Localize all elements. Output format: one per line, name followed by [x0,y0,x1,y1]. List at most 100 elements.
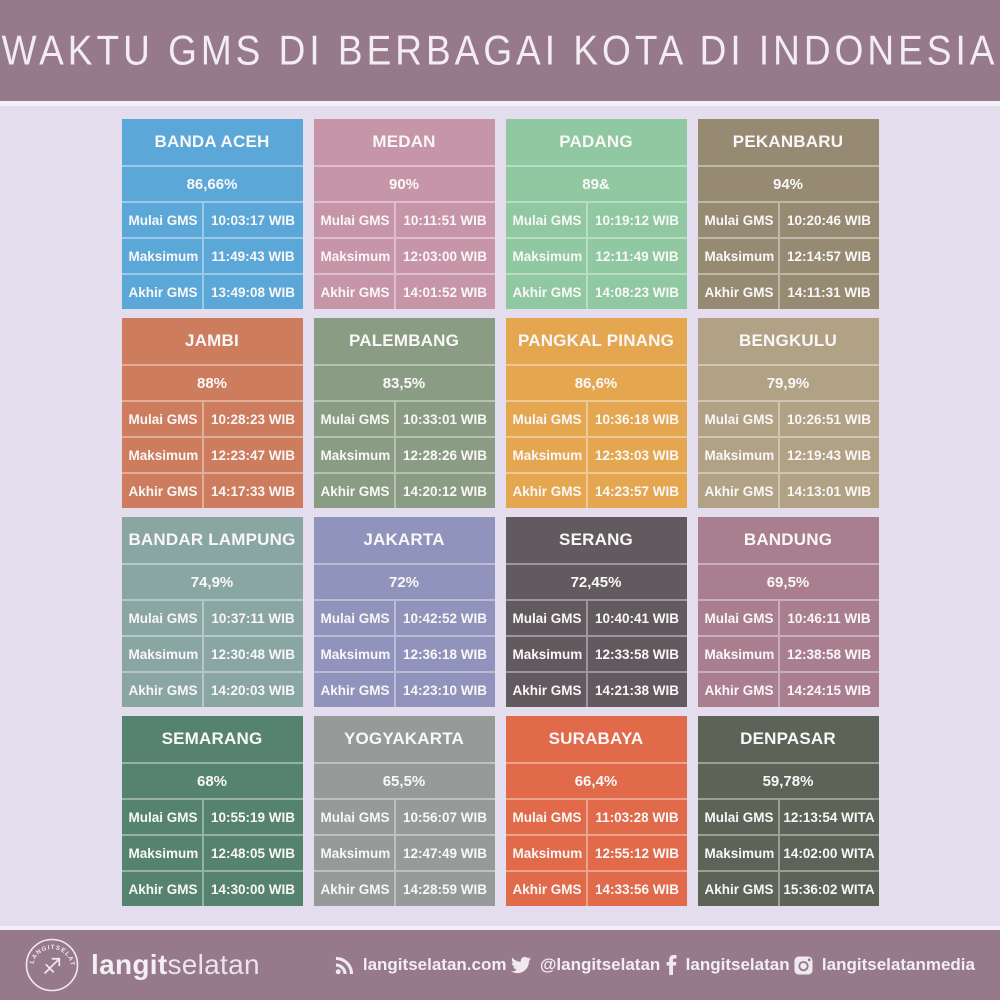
time-row-label: Akhir GMS [506,474,588,508]
time-row-mulai: Mulai GMS 11:03:28 WIB [505,798,687,834]
time-row-mulai: Mulai GMS 10:11:51 WIB [313,201,495,237]
time-row-label: Maksimum [122,239,204,273]
time-row-akhir: Akhir GMS 14:21:38 WIB [505,671,687,707]
time-row-value: 10:33:01 WIB [402,411,488,427]
facebook-link[interactable]: langitselatan [665,955,790,975]
time-row-label: Maksimum [698,239,780,273]
time-row-value: 10:11:51 WIB [403,212,487,228]
time-row-maksimum: Maksimum 12:38:58 WIB [697,635,879,671]
twitter-icon [510,955,531,975]
time-row-label: Mulai GMS [506,203,588,237]
time-row-akhir: Akhir GMS 14:11:31 WIB [697,273,879,309]
obscuration-percent: 86,6% [505,364,687,400]
time-row-label: Maksimum [506,239,588,273]
time-row-akhir: Akhir GMS 13:49:08 WIB [121,273,303,309]
city-card: BANDAR LAMPUNG 74,9% Mulai GMS 10:37:11 … [121,517,303,707]
time-row-label: Mulai GMS [122,203,204,237]
time-row-value: 14:33:56 WIB [594,881,680,897]
obscuration-percent: 65,5% [313,762,495,798]
time-row-value: 14:28:59 WIB [402,881,488,897]
time-row-label: Akhir GMS [314,474,396,508]
time-row-label: Akhir GMS [314,673,396,707]
time-row-label: Mulai GMS [314,601,396,635]
time-row-mulai: Mulai GMS 10:20:46 WIB [697,201,879,237]
city-name: BENGKULU [739,331,837,350]
social-links: langitselatan.com @langitselatan langits… [335,955,975,975]
time-row-value: 12:48:05 WIB [210,845,296,861]
langitselatan-logo-icon: LANGITSELATAN ♐ [25,938,79,992]
time-row-value: 12:28:26 WIB [402,447,488,463]
obscuration-percent: 68% [121,762,303,798]
time-row-value: 10:03:17 WIB [210,212,296,228]
city-card: SERANG 72,45% Mulai GMS 10:40:41 WIB Mak… [505,517,687,707]
instagram-link[interactable]: langitselatanmedia [794,955,975,975]
time-row-value: 12:19:43 WIB [786,447,872,463]
time-row-mulai: Mulai GMS 10:42:52 WIB [313,599,495,635]
city-card: PALEMBANG 83,5% Mulai GMS 10:33:01 WIB M… [313,318,495,508]
city-name: BANDAR LAMPUNG [128,530,296,549]
facebook-name-text: langitselatan [685,955,790,974]
time-row-mulai: Mulai GMS 10:55:19 WIB [121,798,303,834]
time-row-label: Akhir GMS [122,474,204,508]
brand-wordmark: langitselatan [91,949,260,981]
time-row-akhir: Akhir GMS 14:23:57 WIB [505,472,687,508]
time-row-mulai: Mulai GMS 10:33:01 WIB [313,400,495,436]
city-card: SURABAYA 66,4% Mulai GMS 11:03:28 WIB Ma… [505,716,687,906]
city-card: BENGKULU 79,9% Mulai GMS 10:26:51 WIB Ma… [697,318,879,508]
time-row-akhir: Akhir GMS 14:20:12 WIB [313,472,495,508]
time-row-mulai: Mulai GMS 10:56:07 WIB [313,798,495,834]
time-row-label: Mulai GMS [698,203,780,237]
time-row-mulai: Mulai GMS 10:19:12 WIB [505,201,687,237]
time-row-value: 10:37:11 WIB [211,610,295,626]
time-row-value: 12:30:48 WIB [210,646,296,662]
obscuration-percent: 86,66% [121,165,303,201]
time-row-value: 12:03:00 WIB [402,248,488,264]
city-name: SURABAYA [548,729,644,748]
time-row-value: 14:21:38 WIB [594,682,680,698]
time-row-label: Maksimum [698,637,780,671]
city-card: PADANG 89& Mulai GMS 10:19:12 WIB Maksim… [505,119,687,309]
time-row-mulai: Mulai GMS 10:40:41 WIB [505,599,687,635]
obscuration-percent: 72% [313,563,495,599]
time-row-akhir: Akhir GMS 14:24:15 WIB [697,671,879,707]
time-row-label: Maksimum [122,637,204,671]
time-row-value: 12:47:49 WIB [402,845,488,861]
time-row-value: 14:13:01 WIB [786,483,872,499]
city-name: BANDA ACEH [154,132,270,151]
time-row-label: Akhir GMS [698,872,780,906]
time-row-akhir: Akhir GMS 14:17:33 WIB [121,472,303,508]
time-row-maksimum: Maksimum 12:11:49 WIB [505,237,687,273]
time-row-maksimum: Maksimum 12:30:48 WIB [121,635,303,671]
time-row-label: Akhir GMS [122,872,204,906]
time-row-akhir: Akhir GMS 14:28:59 WIB [313,870,495,906]
time-row-value: 14:24:15 WIB [786,682,872,698]
time-row-value: 13:49:08 WIB [210,284,296,300]
time-row-value: 14:08:23 WIB [594,284,680,300]
time-row-label: Mulai GMS [122,601,204,635]
time-row-value: 12:55:12 WIB [594,845,680,861]
time-row-maksimum: Maksimum 12:33:58 WIB [505,635,687,671]
city-card: YOGYAKARTA 65,5% Mulai GMS 10:56:07 WIB … [313,716,495,906]
time-row-maksimum: Maksimum 12:19:43 WIB [697,436,879,472]
website-link[interactable]: langitselatan.com [335,955,507,975]
website-link-text: langitselatan.com [362,955,507,974]
time-row-label: Mulai GMS [314,402,396,436]
brand: LANGITSELATAN ♐ langitselatan [25,938,260,992]
svg-text:♐: ♐ [42,955,62,980]
time-row-mulai: Mulai GMS 10:28:23 WIB [121,400,303,436]
header-bar: WAKTU GMS DI BERBAGAI KOTA DI INDONESIA [0,0,1000,106]
city-card: MEDAN 90% Mulai GMS 10:11:51 WIB Maksimu… [313,119,495,309]
city-name: SERANG [559,530,633,549]
time-row-value: 12:38:58 WIB [786,646,872,662]
city-card: JAKARTA 72% Mulai GMS 10:42:52 WIB Maksi… [313,517,495,707]
time-row-value: 14:02:00 WITA [783,845,875,861]
obscuration-percent: 79,9% [697,364,879,400]
time-row-label: Mulai GMS [122,800,204,834]
twitter-link[interactable]: @langitselatan [510,955,660,975]
city-name: PADANG [559,132,633,151]
time-row-value: 12:13:54 WITA [783,809,875,825]
time-row-label: Akhir GMS [698,275,780,309]
time-row-value: 10:46:11 WIB [787,610,871,626]
time-row-label: Maksimum [506,836,588,870]
city-card: BANDA ACEH 86,66% Mulai GMS 10:03:17 WIB… [121,119,303,309]
